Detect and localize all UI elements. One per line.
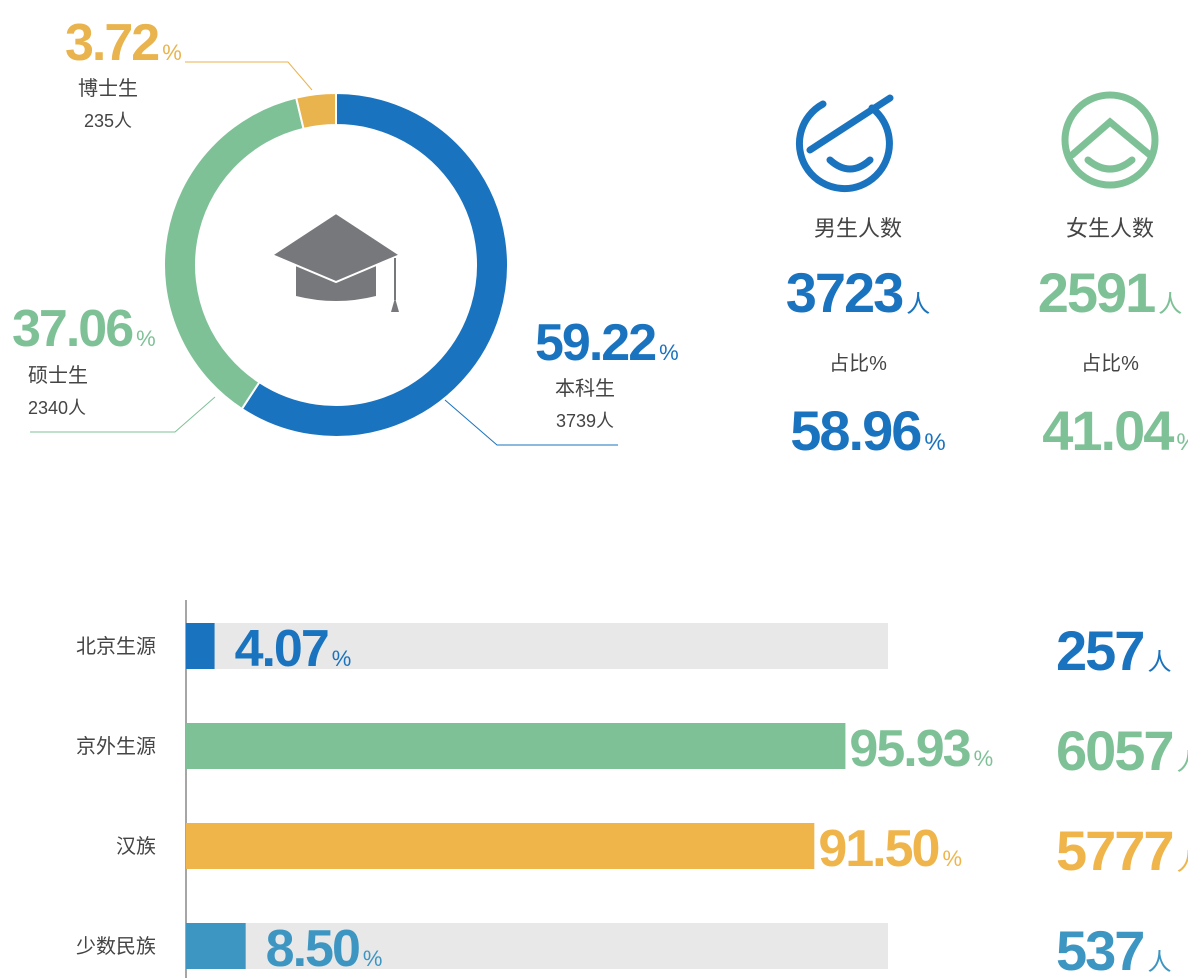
- value: 58.96: [790, 399, 921, 462]
- count-label: 3739人: [556, 411, 614, 431]
- value: 6057: [1056, 719, 1173, 782]
- leader-line: [30, 396, 216, 433]
- value: 37.06: [12, 300, 133, 358]
- unit: 人: [68, 398, 86, 418]
- label-bg: [814, 823, 969, 869]
- unit: 人: [1177, 749, 1188, 776]
- value: 91.50: [818, 820, 938, 878]
- unit: 人: [1158, 291, 1182, 318]
- donut-segment: [240, 91, 509, 438]
- percent-label: 37.06%: [12, 300, 156, 358]
- category-label: 本科生: [555, 377, 615, 400]
- unit: %: [136, 326, 156, 351]
- unit: 人: [596, 411, 614, 431]
- gender-count: 2591 人: [1038, 261, 1183, 324]
- percent-label: 3.72%: [65, 14, 182, 72]
- value: 537: [1056, 919, 1143, 978]
- value: 3723: [786, 261, 903, 324]
- value: 59.22: [535, 314, 655, 372]
- count: 235: [84, 111, 114, 131]
- category-label: 硕士生: [28, 364, 88, 387]
- unit: 人: [1147, 949, 1171, 976]
- gender-share: 41.04%: [1042, 399, 1188, 462]
- bar: [186, 723, 860, 769]
- value: 257: [1056, 619, 1143, 682]
- category-label: 汉族: [116, 835, 156, 858]
- percent-label: 91.50%: [818, 820, 962, 878]
- category-label: 京外生源: [76, 735, 156, 758]
- unit: %: [363, 946, 383, 971]
- count-label: 5777人: [1056, 819, 1188, 882]
- percent-label: 4.07%: [235, 620, 352, 678]
- leader-line: [444, 399, 618, 446]
- male-icon: [795, 94, 894, 193]
- category-label: 少数民族: [76, 935, 156, 958]
- gender-label: 男生人数: [814, 216, 902, 241]
- category-label: 北京生源: [76, 635, 156, 658]
- bar: [186, 923, 246, 969]
- count-label: 537 人: [1056, 919, 1171, 978]
- value: 5777: [1056, 819, 1173, 882]
- value: 2591: [1038, 261, 1155, 324]
- gender-share: 58.96%: [790, 399, 945, 462]
- gender-count: 3723 人: [786, 261, 931, 324]
- share-label: 占比%: [829, 352, 887, 375]
- count-label: 235人: [84, 111, 132, 131]
- percent-label: 59.22%: [535, 314, 679, 372]
- unit: %: [162, 40, 182, 65]
- unit: %: [974, 746, 994, 771]
- unit: 人: [1177, 849, 1188, 876]
- count-label: 6057人: [1056, 719, 1188, 782]
- percent-label: 8.50%: [266, 920, 383, 978]
- count: 2340: [28, 398, 68, 418]
- female-icon: [1061, 91, 1159, 189]
- bar-track: [186, 623, 888, 669]
- donut-segment: [294, 91, 337, 131]
- unit: 人: [1147, 649, 1171, 676]
- percent-label: 95.93%: [849, 720, 993, 778]
- unit: %: [1176, 429, 1188, 456]
- unit: 人: [114, 111, 132, 131]
- count: 3739: [556, 411, 596, 431]
- unit: %: [659, 340, 679, 365]
- value: 8.50: [266, 920, 359, 978]
- label-bg: [845, 723, 1000, 769]
- unit: %: [332, 646, 352, 671]
- share-label: 占比%: [1081, 352, 1139, 375]
- bar: [186, 823, 829, 869]
- gender-label: 女生人数: [1066, 216, 1154, 241]
- value: 95.93: [849, 720, 970, 778]
- unit: 人: [906, 291, 930, 318]
- leader-line: [185, 61, 313, 91]
- value: 4.07: [235, 620, 328, 678]
- bar-track: [186, 923, 888, 969]
- unit: %: [924, 429, 945, 456]
- count-label: 2340人: [28, 398, 86, 418]
- graduation-cap: [269, 211, 403, 312]
- category-label: 博士生: [78, 77, 138, 100]
- value: 41.04: [1042, 399, 1174, 462]
- value: 3.72: [65, 14, 158, 72]
- leader-lines: [30, 61, 618, 446]
- unit: %: [942, 846, 962, 871]
- bar: [186, 623, 215, 669]
- count-label: 257 人: [1056, 619, 1171, 682]
